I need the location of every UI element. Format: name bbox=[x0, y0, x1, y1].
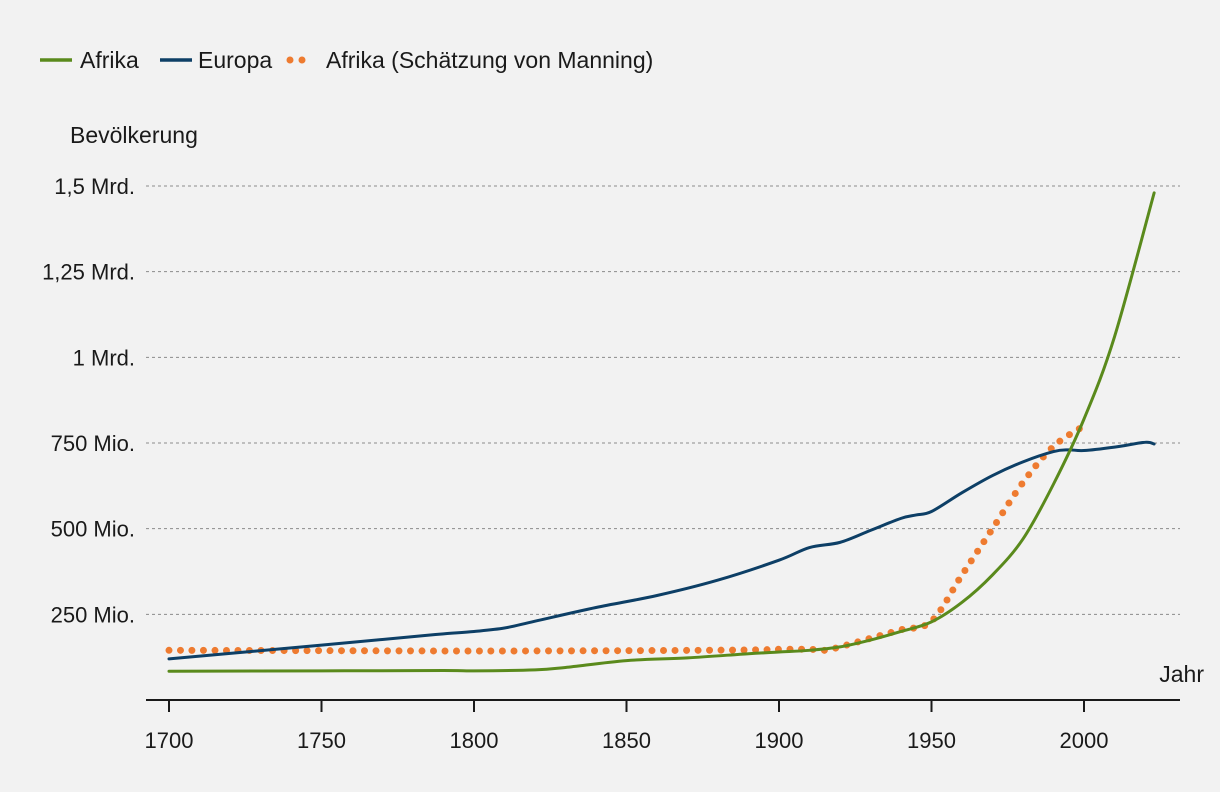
x-tick-label: 1800 bbox=[450, 728, 499, 753]
x-ticks: 1700 1750 1800 1850 1900 1950 2000 bbox=[145, 700, 1109, 753]
y-tick-label: 1,25 Mrd. bbox=[42, 260, 135, 285]
series-line-europa bbox=[167, 440, 1156, 661]
x-axis-title: Jahr bbox=[1159, 661, 1204, 687]
y-tick-label: 750 Mio. bbox=[51, 431, 135, 456]
x-tick-label: 1900 bbox=[755, 728, 804, 753]
y-tick-label: 1 Mrd. bbox=[73, 345, 135, 370]
legend: Afrika Europa Afrika (Schätzung von Mannin… bbox=[40, 47, 653, 73]
y-tick-label: 250 Mio. bbox=[51, 602, 135, 627]
x-tick-label: 1850 bbox=[602, 728, 651, 753]
y-tick-label: 500 Mio. bbox=[51, 517, 135, 542]
gridlines bbox=[146, 185, 1180, 615]
legend-label: Europa bbox=[198, 47, 272, 73]
series-line-afrika bbox=[167, 191, 1156, 673]
series-line-afrika-sch-tzung-von-manning bbox=[165, 422, 1088, 655]
x-tick-label: 2000 bbox=[1060, 728, 1109, 753]
x-tick-label: 1700 bbox=[145, 728, 194, 753]
y-tick-labels: 250 Mio. 500 Mio. 750 Mio. 1 Mrd. 1,25 Mrd. 1… bbox=[42, 174, 135, 627]
legend-label: Afrika bbox=[80, 47, 139, 73]
x-tick-label: 1950 bbox=[907, 728, 956, 753]
x-tick-label: 1750 bbox=[297, 728, 346, 753]
series-layer bbox=[165, 191, 1156, 673]
y-tick-label: 1,5 Mrd. bbox=[54, 174, 135, 199]
y-axis-title: Bevölkerung bbox=[70, 122, 198, 148]
legend-label: Afrika (Schätzung von Manning) bbox=[326, 47, 653, 73]
